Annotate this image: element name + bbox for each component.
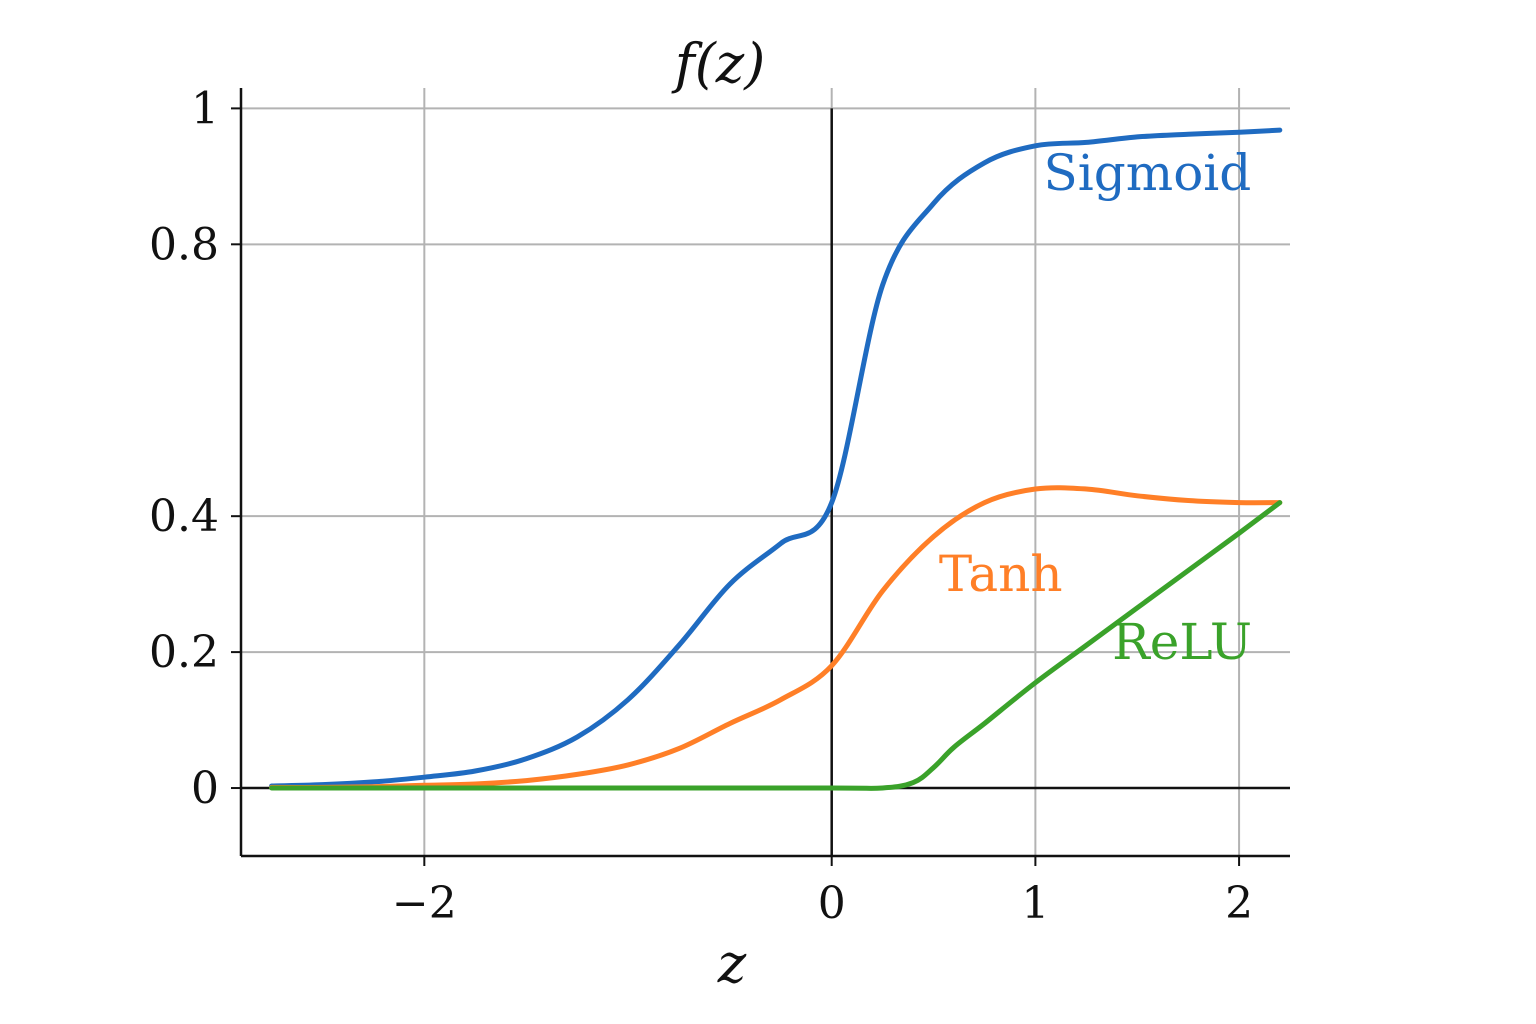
y-tick-label: 1	[191, 83, 219, 134]
y-tick-label: 0.4	[149, 491, 219, 542]
series-line-relu	[269, 500, 1283, 791]
series-line-sigmoid	[269, 127, 1283, 789]
annotations-layer: Sigmoid Tanh ReLU	[939, 144, 1252, 671]
x-tick-label: 2	[1225, 878, 1253, 929]
x-axis-label: z	[717, 932, 747, 995]
grid-layer	[241, 88, 1290, 856]
tick-labels-layer: −2 0 1 2 0 0.2 0.4 0.8 1	[149, 83, 1253, 929]
series-label-tanh: Tanh	[939, 545, 1063, 603]
y-tick-label: 0.2	[149, 627, 219, 678]
chart-title: f(z)	[671, 32, 766, 95]
series-line-tanh	[269, 485, 1283, 790]
x-tick-label: −2	[392, 878, 457, 929]
y-tick-label: 0.8	[149, 219, 219, 270]
series-label-sigmoid: Sigmoid	[1044, 144, 1252, 202]
x-tick-label: 1	[1021, 878, 1049, 929]
x-tick-label: 0	[818, 878, 846, 929]
series-layer	[269, 127, 1283, 791]
y-tick-label: 0	[191, 763, 219, 814]
axes-layer	[231, 88, 1290, 866]
series-label-relu: ReLU	[1112, 613, 1252, 671]
